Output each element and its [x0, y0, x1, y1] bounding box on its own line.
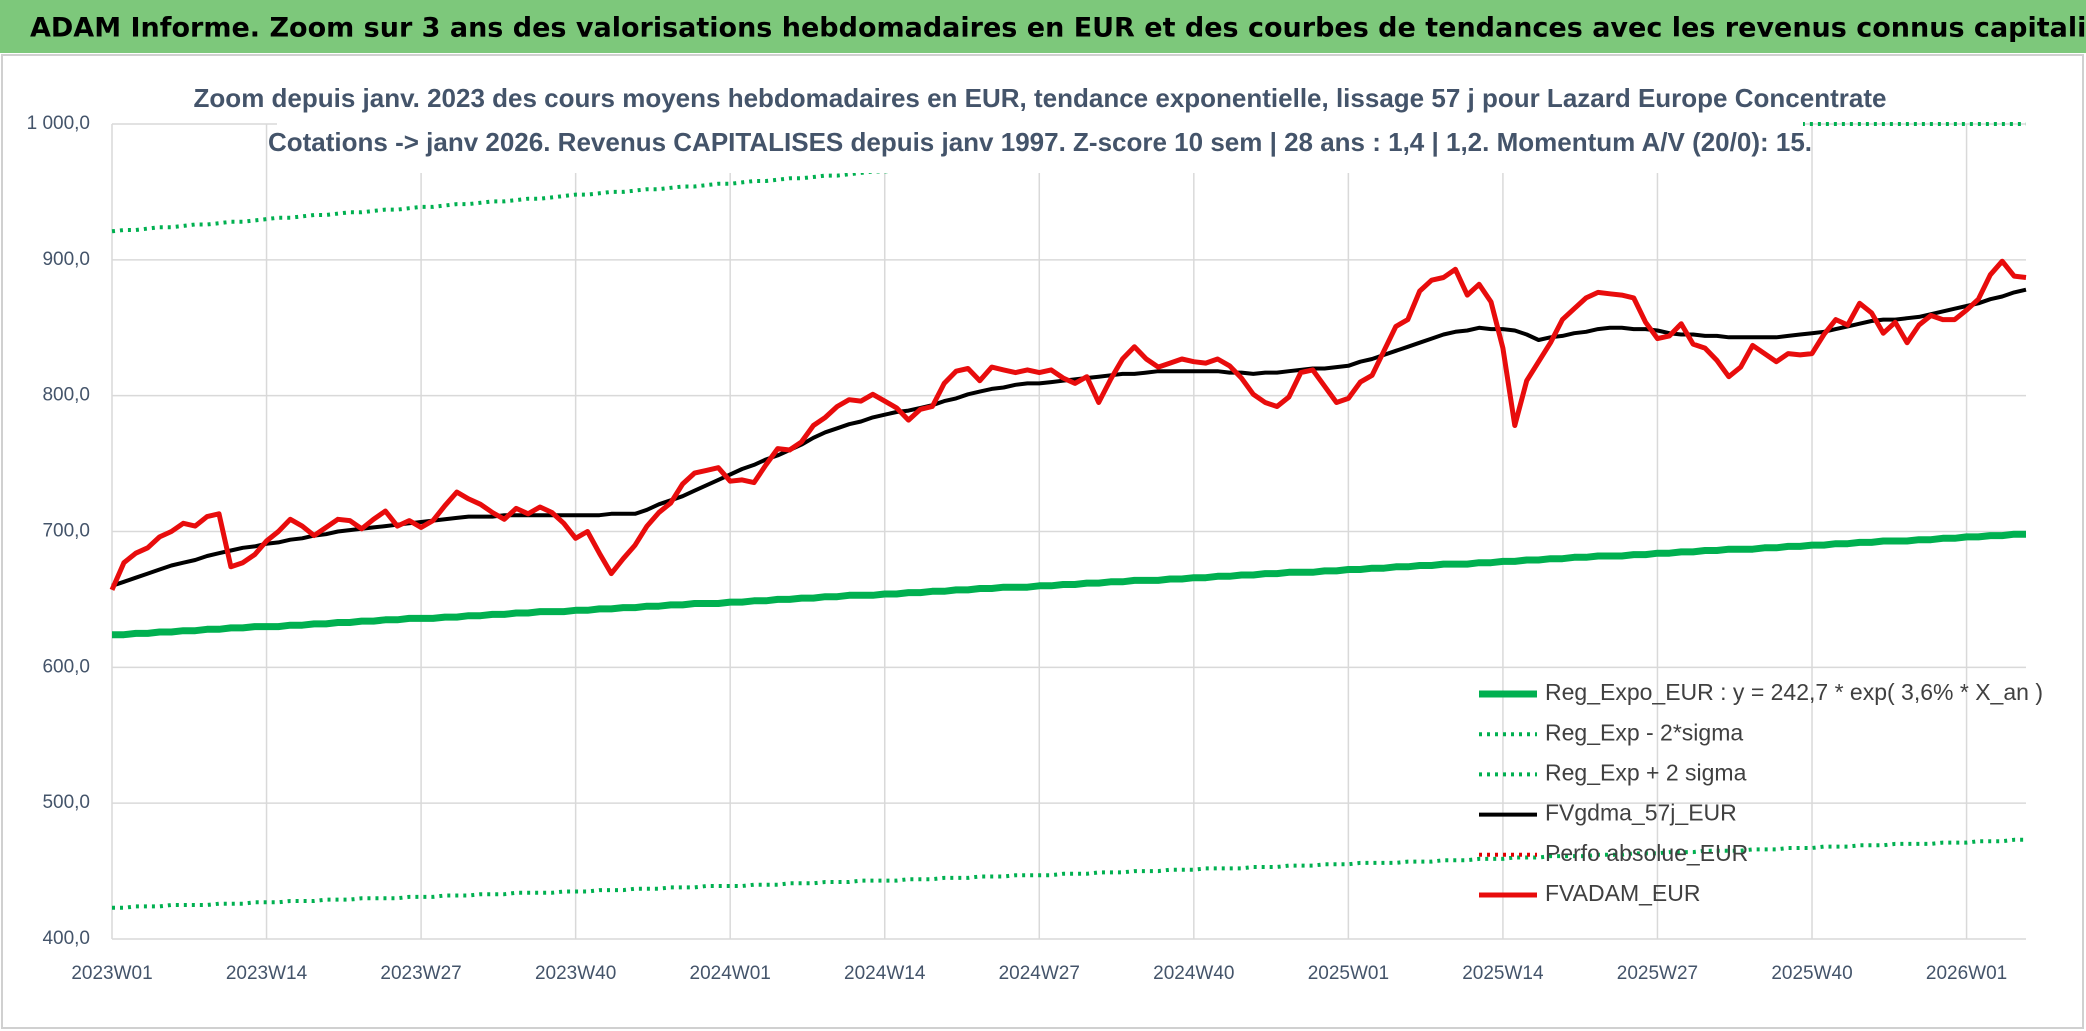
y-tick-label: 500,0 [42, 792, 90, 813]
legend-label: Reg_Exp - 2*sigma [1545, 719, 1743, 745]
legend-label: FVgdma_57j_EUR [1545, 800, 1737, 826]
legend-label: Reg_Expo_EUR : y = 242,7 * exp( 3,6% * X… [1545, 679, 2043, 705]
legend-label: FVADAM_EUR [1545, 880, 1701, 906]
header-bar [0, 0, 2086, 53]
header-title: ADAM Informe. Zoom sur 3 ans des valoris… [30, 13, 2086, 44]
x-tick-label: 2023W40 [535, 963, 616, 984]
x-tick-label: 2025W40 [1771, 963, 1852, 984]
chart-subtitle: Cotations -> janv 2026. Revenus CAPITALI… [268, 127, 1812, 157]
x-tick-label: 2024W27 [999, 963, 1080, 984]
series-line [112, 530, 2026, 639]
x-tick-label: 2024W01 [690, 963, 771, 984]
legend: Reg_Expo_EUR : y = 242,7 * exp( 3,6% * X… [1479, 679, 2043, 906]
x-tick-label: 2023W01 [71, 963, 152, 984]
y-tick-label: 700,0 [42, 521, 90, 542]
series-line [109, 258, 2027, 591]
chart-frame [1, 54, 2084, 1029]
x-tick-label: 2025W27 [1617, 963, 1698, 984]
title-box [277, 80, 1803, 173]
x-tick-label: 2023W14 [226, 963, 308, 984]
y-tick-label: 1 000,0 [27, 113, 90, 134]
y-tick-label: 800,0 [42, 385, 90, 406]
x-tick-label: 2024W14 [844, 963, 926, 984]
x-tick-label: 2025W14 [1462, 963, 1544, 984]
x-tick-label: 2024W40 [1153, 963, 1234, 984]
grid: 400,0 500,0 600,0 700,0 800,0 900,0 1 000,0 202… [27, 113, 2026, 984]
legend-label: Perfo absolue_EUR [1545, 840, 1748, 866]
y-tick-label: 400,0 [42, 928, 90, 949]
y-tick-label: 900,0 [42, 249, 90, 270]
x-tick-label: 2023W27 [380, 963, 461, 984]
y-tick-label: 600,0 [42, 656, 90, 677]
x-tick-label: 2025W01 [1308, 963, 1389, 984]
chart-title: Zoom depuis janv. 2023 des cours moyens … [194, 83, 1887, 113]
x-tick-label: 2026W01 [1926, 963, 2007, 984]
legend-label: Reg_Exp + 2 sigma [1545, 759, 1747, 785]
